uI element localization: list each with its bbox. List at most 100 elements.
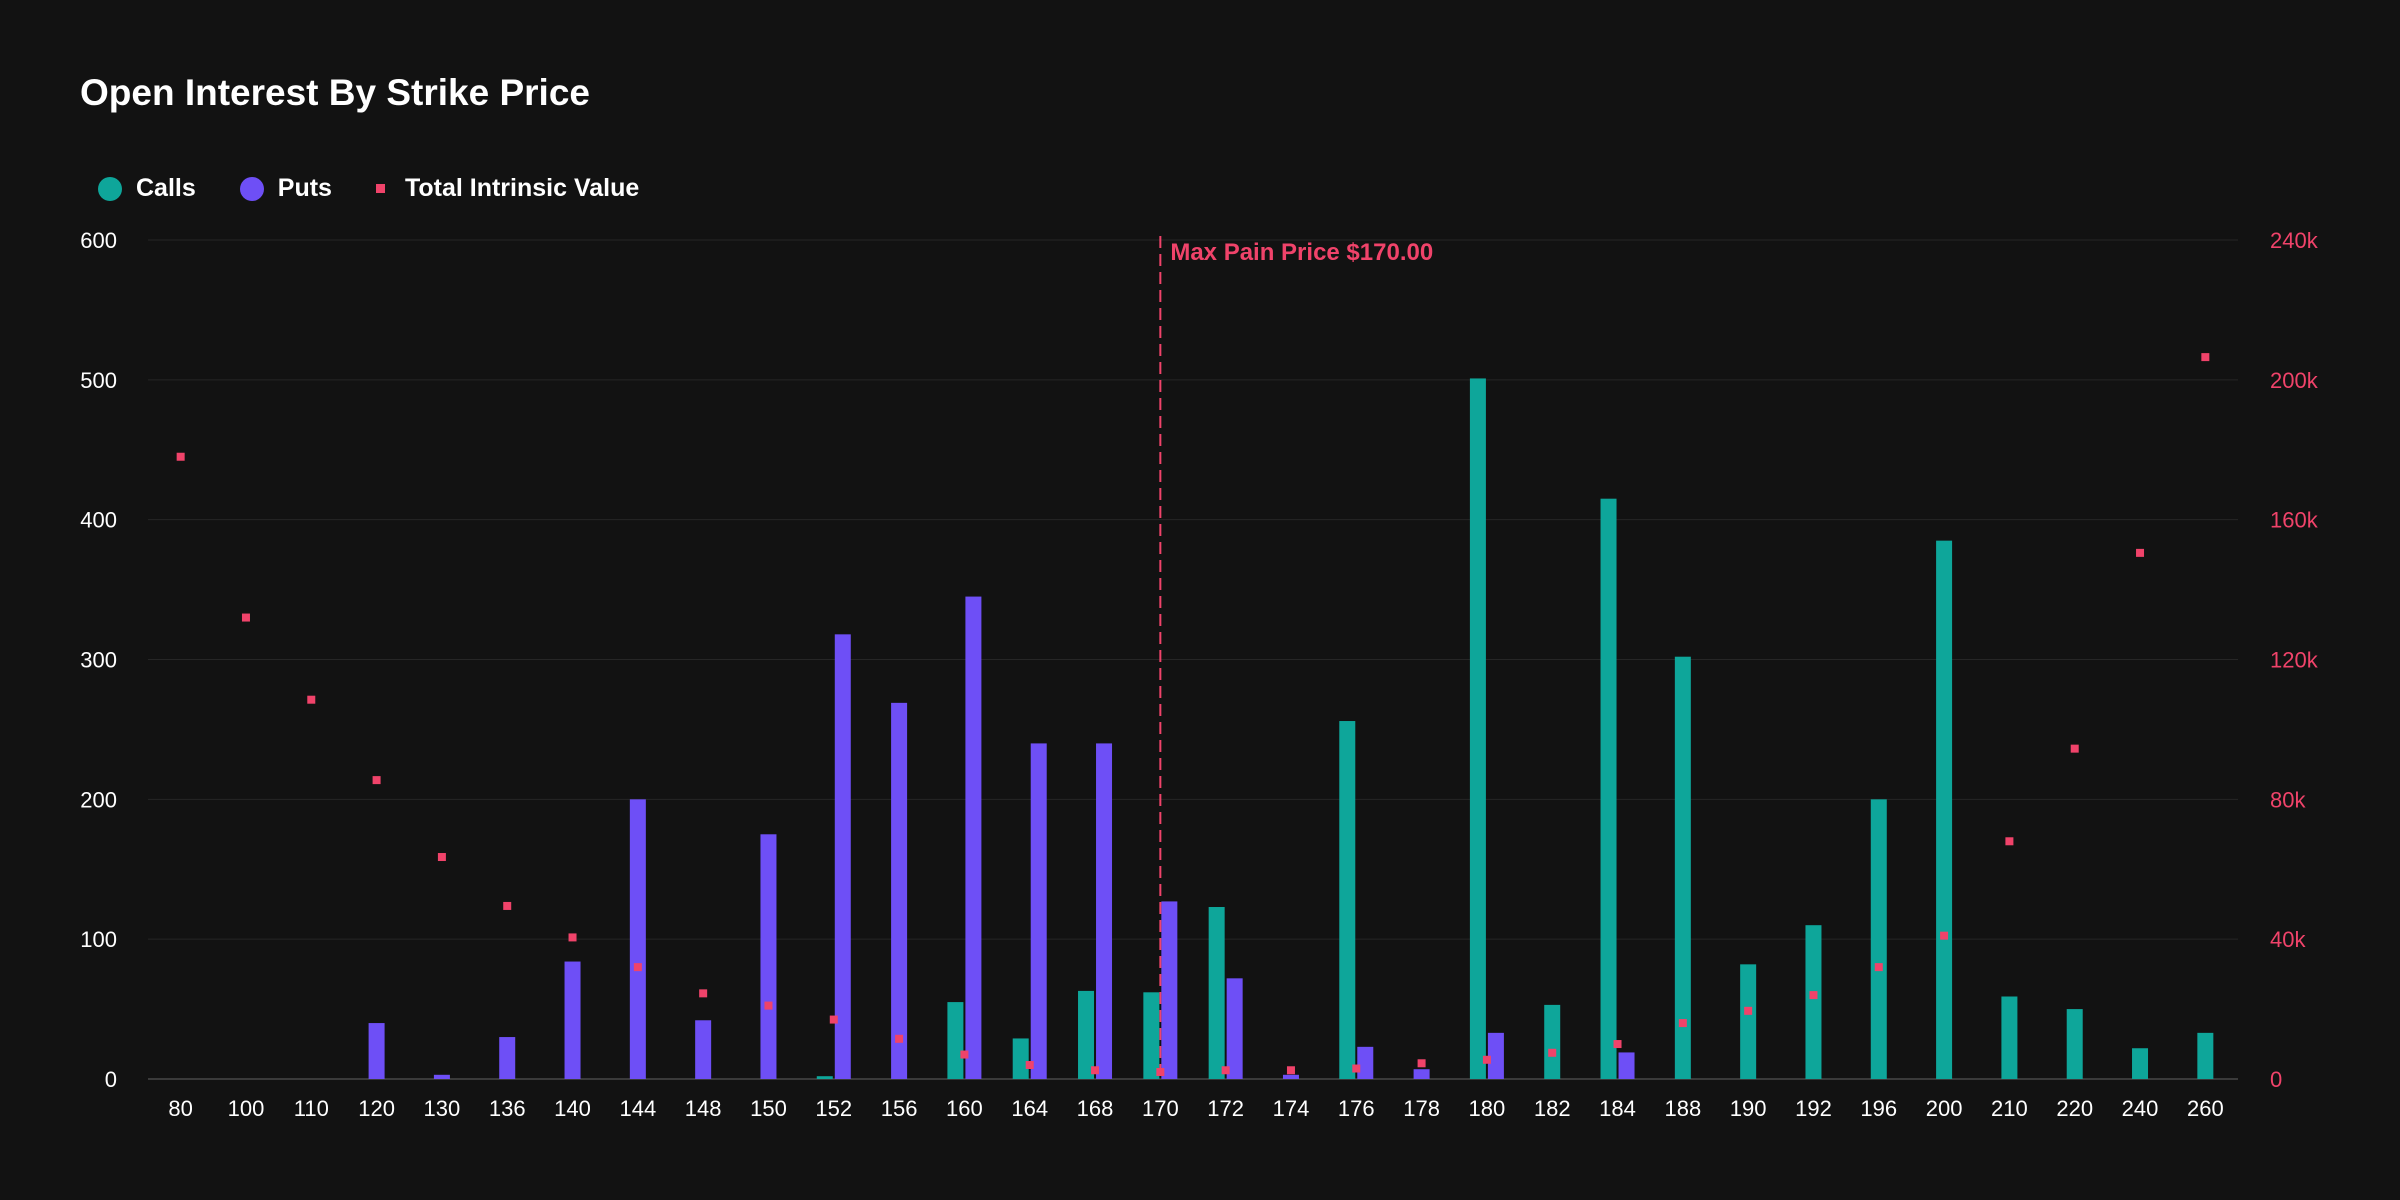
y-tick-label-left: 100: [80, 927, 117, 952]
calls-bar: [2197, 1032, 2214, 1079]
x-tick-label: 156: [881, 1096, 918, 1121]
x-tick-label: 260: [2187, 1096, 2224, 1121]
intrinsic-value-point: [699, 989, 708, 998]
intrinsic-value-point: [1221, 1066, 1230, 1075]
y-tick-label-right: 120k: [2270, 648, 2319, 673]
intrinsic-value-point: [1286, 1066, 1295, 1075]
x-tick-label: 110: [294, 1096, 329, 1121]
x-tick-label: 136: [489, 1096, 526, 1121]
calls-bar: [1143, 992, 1160, 1079]
legend-item-intrinsic-value[interactable]: Total Intrinsic Value: [375, 174, 639, 203]
calls-bar: [2132, 1048, 2149, 1079]
x-tick-label: 192: [1795, 1096, 1832, 1121]
puts-legend-marker: [239, 176, 264, 201]
x-tick-label: 164: [1011, 1096, 1048, 1121]
puts-bar: [433, 1074, 450, 1079]
y-tick-label-right: 200k: [2270, 368, 2319, 393]
x-tick-label: 150: [750, 1096, 787, 1121]
y-tick-label-left: 200: [80, 787, 117, 812]
intrinsic-value-point: [2070, 744, 2079, 753]
x-tick-label: 172: [1207, 1096, 1244, 1121]
calls-bar: [1208, 907, 1225, 1079]
calls-legend-marker: [98, 176, 122, 201]
intrinsic-value-point: [1809, 991, 1818, 1000]
intrinsic-value-legend-marker: [375, 184, 385, 193]
intrinsic-value-point: [307, 695, 316, 704]
intrinsic-value-point: [176, 452, 185, 461]
x-tick-label: 144: [619, 1096, 656, 1121]
calls-bar: [1544, 1004, 1561, 1079]
x-tick-label: 168: [1077, 1096, 1114, 1121]
puts-bar: [629, 799, 646, 1079]
puts-bar: [499, 1037, 516, 1079]
puts-bar: [1487, 1032, 1504, 1079]
puts-bar: [564, 961, 581, 1079]
calls-bar: [1469, 378, 1486, 1079]
legend-item-calls[interactable]: Calls: [98, 174, 196, 203]
x-tick-label: 220: [2056, 1096, 2093, 1121]
intrinsic-value-point: [895, 1034, 904, 1043]
x-tick-label: 140: [554, 1096, 591, 1121]
calls-bar: [1339, 721, 1356, 1079]
intrinsic-value-point: [1874, 963, 1883, 972]
calls-bar: [2001, 996, 2018, 1079]
puts-bar: [1357, 1046, 1374, 1079]
puts-bar: [1096, 743, 1113, 1079]
x-tick-label: 180: [1469, 1096, 1506, 1121]
intrinsic-value-point: [1352, 1064, 1361, 1073]
legend: Calls Puts Total Intrinsic Value: [98, 174, 639, 203]
x-tick-label: 188: [1664, 1096, 1701, 1121]
y-tick-label-left: 400: [80, 508, 117, 533]
x-tick-label: 190: [1730, 1096, 1767, 1121]
y-tick-label-right: 240k: [2270, 228, 2319, 253]
calls-bar: [1870, 799, 1887, 1079]
x-tick-label: 152: [815, 1096, 852, 1121]
intrinsic-value-point: [568, 933, 577, 942]
x-tick-label: 80: [168, 1096, 192, 1121]
calls-bar: [1012, 1038, 1029, 1079]
x-tick-label: 170: [1142, 1096, 1179, 1121]
intrinsic-value-point: [633, 963, 642, 972]
puts-bar: [891, 702, 908, 1079]
intrinsic-value-point: [1548, 1048, 1557, 1057]
x-tick-label: 184: [1599, 1096, 1636, 1121]
x-tick-label: 148: [685, 1096, 722, 1121]
calls-bar: [816, 1076, 833, 1079]
puts-bar: [760, 834, 777, 1079]
calls-bar: [947, 1002, 964, 1079]
y-tick-label-left: 500: [80, 368, 117, 393]
x-tick-label: 130: [424, 1096, 461, 1121]
intrinsic-value-point: [764, 1001, 773, 1010]
puts-bar: [834, 634, 851, 1079]
legend-label-puts: Puts: [277, 174, 332, 202]
intrinsic-value-point: [1744, 1006, 1753, 1015]
x-tick-label: 100: [228, 1096, 265, 1121]
intrinsic-value-point: [503, 901, 512, 910]
x-tick-label: 178: [1403, 1096, 1440, 1121]
calls-bar: [1674, 656, 1691, 1079]
intrinsic-value-point: [2201, 353, 2210, 362]
calls-bar: [1740, 964, 1757, 1079]
puts-bar: [1226, 978, 1243, 1079]
intrinsic-value-point: [1091, 1066, 1100, 1075]
puts-bar: [695, 1020, 712, 1079]
legend-item-puts[interactable]: Puts: [239, 174, 332, 203]
y-tick-label-left: 600: [80, 228, 117, 253]
y-tick-label-left: 300: [80, 648, 117, 673]
x-tick-label: 120: [358, 1096, 395, 1121]
y-tick-label-right: 80k: [2270, 787, 2306, 812]
calls-bar: [1078, 990, 1095, 1079]
max-pain-label: Max Pain Price $170.00: [1170, 239, 1433, 266]
y-tick-label-right: 40k: [2270, 927, 2306, 952]
y-tick-label-right: 160k: [2270, 508, 2319, 533]
puts-bar: [965, 596, 982, 1079]
x-tick-label: 196: [1860, 1096, 1897, 1121]
intrinsic-value-point: [1417, 1059, 1426, 1068]
legend-label-calls: Calls: [136, 174, 196, 202]
x-tick-label: 174: [1273, 1096, 1310, 1121]
x-tick-label: 200: [1926, 1096, 1963, 1121]
y-tick-label-right: 0: [2270, 1067, 2282, 1092]
x-tick-label: 182: [1534, 1096, 1571, 1121]
intrinsic-value-point: [372, 776, 381, 785]
